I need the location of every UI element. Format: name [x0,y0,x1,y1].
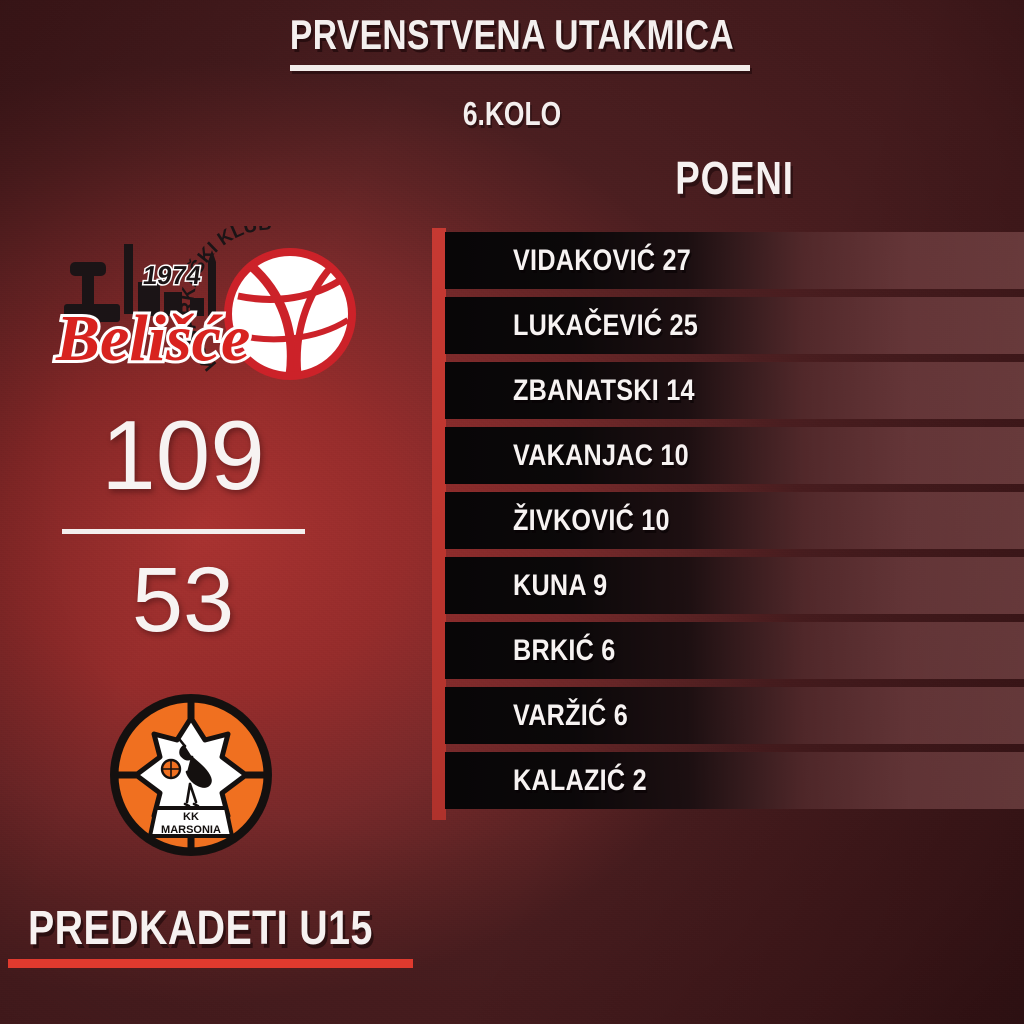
scorer-row: VAKANJAC 10 [445,427,1024,484]
points-column-header: POENI [675,152,794,204]
scorer-label: BRKIĆ 6 [513,633,616,667]
marsonia-logo-svg: KK MARSONIA [110,694,272,856]
scorer-label: VAKANJAC 10 [513,438,689,472]
scorer-row: ŽIVKOVIĆ 10 [445,492,1024,549]
scorer-row: KUNA 9 [445,557,1024,614]
club-banner-line2: MARSONIA [161,824,221,836]
scorer-label: ZBANATSKI 14 [513,373,695,407]
category-label: PREDKADETI U15 [28,902,373,955]
club-banner-line1: KK [183,811,199,823]
scorer-label: VARŽIĆ 6 [513,698,628,732]
home-team-logo: KOŠARKAŠKI KLUB 1974 Belišće [38,213,368,396]
scorer-label: ŽIVKOVIĆ 10 [513,503,670,537]
scorer-label: LUKAČEVIĆ 25 [513,308,699,342]
round-label: 6.KOLO [462,95,562,132]
factory-silhouette [64,244,216,322]
stork-icon [160,738,212,808]
founded-year: 1974 [141,260,203,290]
scorer-label: KUNA 9 [513,568,608,602]
scorer-row: LUKAČEVIĆ 25 [445,297,1024,354]
scorer-list-rail [432,228,446,820]
scorer-label: VIDAKOVIĆ 27 [513,243,692,277]
category-underline [8,959,413,968]
scorer-row: ZBANATSKI 14 [445,362,1024,419]
scorer-row: BRKIĆ 6 [445,622,1024,679]
scorer-label: KALAZIĆ 2 [513,763,647,797]
scorer-row: KALAZIĆ 2 [445,752,1024,809]
away-score: 53 [131,549,235,651]
away-team-logo: KK MARSONIA [106,690,276,860]
basketball-icon [224,248,356,380]
belisce-wordmark: Belišće [55,302,250,375]
scorer-row: VIDAKOVIĆ 27 [445,232,1024,289]
club-name-banner: KK MARSONIA [147,806,235,838]
scorer-list: VIDAKOVIĆ 27 LUKAČEVIĆ 25 ZBANATSKI 14 VAKA… [445,232,1024,817]
score-divider [62,529,305,534]
title-underline [290,65,750,71]
home-score: 109 [101,400,265,510]
scorer-row: VARŽIĆ 6 [445,687,1024,744]
belisce-logo-svg: KOŠARKAŠKI KLUB 1974 Belišće [52,213,356,380]
page-title: PRVENSTVENA UTAKMICA [289,11,735,58]
